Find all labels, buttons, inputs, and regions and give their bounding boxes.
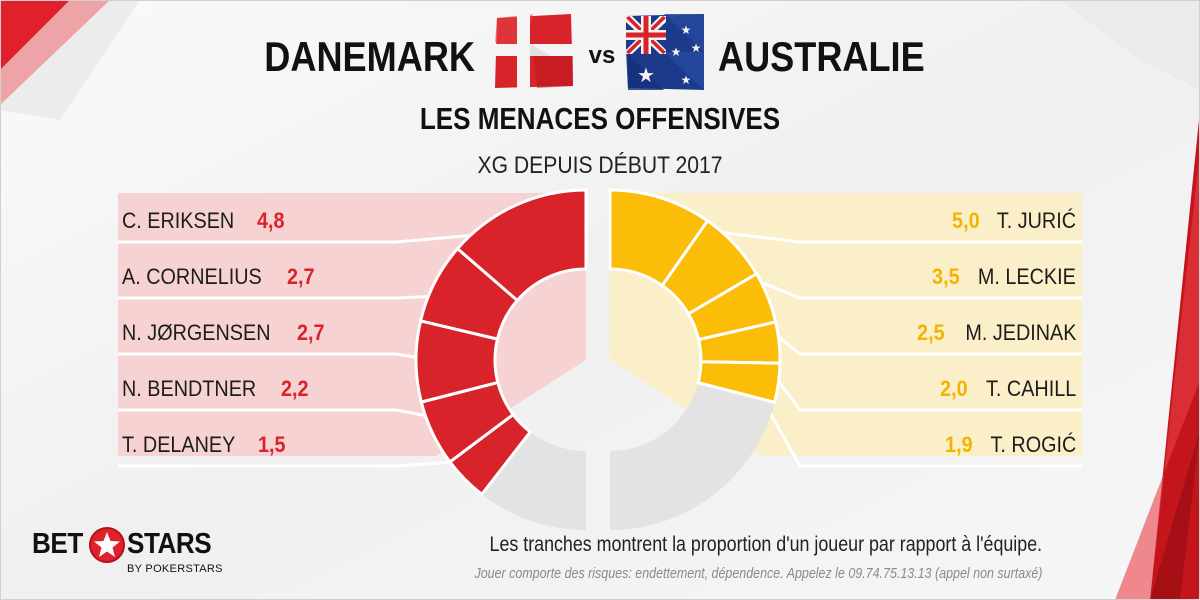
svg-text:★: ★ bbox=[637, 63, 655, 87]
denmark-flag-icon bbox=[495, 14, 573, 88]
player-row-1-3: 2,0 T. CAHILL bbox=[937, 369, 1076, 409]
slice-t-delaney bbox=[447, 412, 533, 497]
player-name: T. DELANEY bbox=[122, 432, 236, 457]
player-row-0-0: C. ERIKSEN 4,8 bbox=[122, 201, 287, 241]
logo-subtitle: BY POKERSTARS bbox=[127, 563, 223, 575]
player-name: N. BENDTNER bbox=[122, 376, 257, 401]
player-name: C. ERIKSEN bbox=[122, 208, 235, 233]
australia-remainder-slice bbox=[610, 382, 775, 530]
player-name: A. CORNELIUS bbox=[122, 264, 262, 289]
player-row-1-2: 2,5 M. JEDINAK bbox=[914, 313, 1076, 353]
team-left-name: DANEMARK bbox=[264, 33, 475, 80]
denmark-remainder-slice bbox=[481, 431, 586, 530]
player-row-0-1: A. CORNELIUS 2,7 bbox=[122, 257, 318, 297]
player-xg-value: 2,7 bbox=[297, 320, 325, 345]
player-name: T. ROGIĆ bbox=[990, 432, 1076, 457]
slice-t-rogi- bbox=[696, 360, 782, 405]
player-row-1-1: 3,5 M. LECKIE bbox=[929, 257, 1076, 297]
chart-subtitle: XG DEPUIS DÉBUT 2017 bbox=[477, 152, 723, 179]
chart-footnote: Les tranches montrent la proportion d'un… bbox=[489, 533, 1042, 556]
player-name: M. JEDINAK bbox=[964, 320, 1076, 345]
team-right-name: AUSTRALIE bbox=[718, 33, 925, 80]
player-name: N. JØRGENSEN bbox=[122, 320, 271, 345]
svg-text:★: ★ bbox=[681, 73, 692, 87]
svg-text:★: ★ bbox=[681, 23, 692, 37]
chart-title: LES MENACES OFFENSIVES bbox=[419, 101, 781, 136]
australia-group bbox=[608, 188, 1082, 530]
player-xg-value: 2,7 bbox=[287, 264, 315, 289]
gambling-disclaimer: Jouer comporte des risques: endettement,… bbox=[473, 566, 1042, 582]
player-name: T. JURIĆ bbox=[996, 208, 1076, 233]
australia-flag-icon: ★ ★ ★ ★ ★ bbox=[626, 14, 704, 90]
player-xg-value: 2,2 bbox=[281, 376, 309, 401]
player-row-1-4: 1,9 T. ROGIĆ bbox=[942, 425, 1076, 465]
betstars-logo: BET STARS BY POKERSTARS bbox=[32, 527, 232, 588]
svg-text:★: ★ bbox=[691, 41, 702, 55]
player-row-1-0: 5,0 T. JURIĆ bbox=[949, 201, 1076, 241]
player-name: M. LECKIE bbox=[978, 264, 1076, 289]
player-xg-value: 1,9 bbox=[945, 432, 973, 457]
player-xg-value: 2,0 bbox=[940, 376, 968, 401]
denmark-group bbox=[118, 188, 588, 530]
logo-bet-text: BET bbox=[32, 528, 83, 560]
player-xg-value: 3,5 bbox=[931, 264, 960, 289]
svg-text:★: ★ bbox=[671, 45, 682, 59]
player-xg-value: 4,8 bbox=[256, 208, 285, 233]
versus-label: vs bbox=[588, 42, 616, 69]
logo-stars-text: STARS bbox=[127, 528, 212, 560]
player-row-0-4: T. DELANEY 1,5 bbox=[122, 425, 289, 465]
star-logo-icon bbox=[89, 527, 125, 563]
player-row-0-2: N. JØRGENSEN 2,7 bbox=[122, 313, 328, 353]
player-xg-value: 2,5 bbox=[916, 320, 945, 345]
player-xg-value: 5,0 bbox=[952, 208, 980, 233]
player-xg-value: 1,5 bbox=[257, 432, 286, 457]
player-row-0-3: N. BENDTNER 2,2 bbox=[122, 369, 312, 409]
player-name: T. CAHILL bbox=[985, 376, 1076, 401]
